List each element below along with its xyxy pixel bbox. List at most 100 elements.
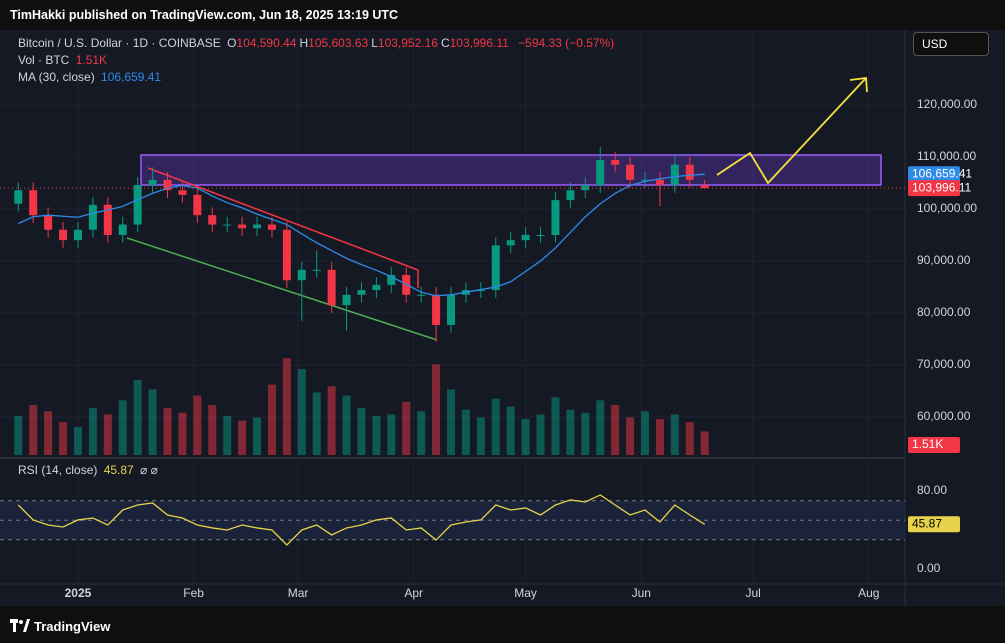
resistance-zone	[140, 154, 882, 186]
footer: TradingView	[0, 606, 1005, 643]
x-tick-label: Apr	[404, 586, 423, 600]
ma-legend: MA (30, close) 106,659.41	[18, 70, 164, 84]
candle-body	[447, 294, 456, 325]
marks: 60,000.00 70,000.00 80,000.00 90,000.00 100,…	[0, 97, 977, 600]
x-tick-label: Aug	[858, 586, 879, 600]
volume-bar	[551, 397, 560, 455]
candle-body	[297, 269, 306, 281]
volume-bar	[491, 398, 500, 455]
arrow-head	[849, 76, 868, 93]
symbol-legend: Bitcoin / U.S. Dollar · 1D · COINBASE O1…	[18, 36, 617, 50]
candle-body	[148, 179, 157, 186]
projection-arrow	[716, 77, 867, 185]
candle-body	[640, 179, 649, 181]
candle-body	[432, 294, 441, 325]
candle-body	[551, 200, 560, 235]
rsi-legend: RSI (14, close) 45.87 ⌀ ⌀	[18, 463, 161, 477]
volume-bar	[148, 389, 157, 455]
candle-body	[372, 284, 381, 291]
volume-bar	[521, 419, 530, 455]
x-tick-label: 2025	[65, 586, 92, 600]
candle-body	[506, 240, 515, 246]
rsi-value: 45.87	[103, 463, 134, 477]
volume-bar	[327, 386, 336, 455]
candle-body	[536, 234, 545, 236]
candle-body	[29, 190, 38, 216]
volume-bar	[267, 384, 276, 455]
price-tag: 103,996.11	[912, 180, 971, 194]
ohlc-label: H	[299, 36, 309, 50]
volume-bar	[44, 411, 53, 455]
underlay	[0, 30, 905, 584]
candle-body	[596, 160, 605, 186]
volume-bar	[103, 414, 112, 455]
volume-bar	[566, 409, 575, 455]
volume-title: Vol · BTC	[18, 53, 70, 67]
volume-bar	[118, 400, 127, 455]
candle-body	[73, 229, 82, 241]
candle-body	[223, 224, 232, 226]
candle-body	[163, 179, 172, 191]
volume-bar	[297, 369, 306, 455]
candle-body	[655, 179, 664, 186]
candle-body	[670, 164, 679, 186]
volume-bar	[133, 380, 142, 455]
candle-body	[103, 204, 112, 235]
ohlc-value: 105,603.63	[308, 36, 369, 50]
volume-bar	[29, 405, 38, 455]
rsi-line	[17, 494, 706, 546]
candle-body	[88, 204, 97, 230]
trendline-lower	[126, 237, 438, 341]
candle-body	[312, 269, 321, 271]
currency-button[interactable]: USD	[913, 32, 989, 56]
candle-body	[178, 190, 187, 195]
candle-body	[342, 294, 351, 306]
volume-tag-bg	[908, 437, 960, 453]
volume-bar	[536, 414, 545, 455]
volume-bar	[163, 408, 172, 455]
volume-bar	[655, 419, 664, 455]
volume-legend: Vol · BTC 1.51K	[18, 53, 110, 67]
change: −594.33 (−0.57%)	[518, 36, 615, 50]
volume-bar	[432, 364, 441, 455]
candle-body	[208, 215, 217, 225]
candle-body	[626, 164, 635, 180]
candle-body	[685, 164, 694, 180]
volume-bar	[342, 395, 351, 455]
footer-brand: TradingView	[34, 619, 111, 634]
volume-bar	[685, 422, 694, 455]
volume-value: 1.51K	[75, 53, 108, 67]
candle-body	[118, 224, 127, 235]
y-tick-label: 90,000.00	[917, 253, 971, 267]
candle-body	[476, 290, 485, 292]
candle-body	[417, 294, 426, 296]
x-tick-label: Mar	[288, 586, 309, 600]
candle-body	[566, 190, 575, 201]
volume-bar	[626, 417, 635, 455]
ma-tag: 106,659.41	[912, 166, 972, 180]
candle-body	[14, 190, 23, 204]
ma-value: 106,659.41	[101, 70, 162, 84]
candle-body	[357, 290, 366, 295]
candle-body	[267, 224, 276, 230]
volume-bar	[670, 414, 679, 455]
price-tag-bg	[908, 180, 960, 197]
y-tick-label: 110,000.00	[917, 149, 976, 163]
x-tick-label: May	[514, 586, 537, 600]
candle-body	[193, 194, 202, 216]
volume-bar	[59, 422, 68, 455]
y-tick-label: 60,000.00	[917, 409, 971, 423]
volume-bar	[700, 431, 709, 455]
volume-bar	[312, 392, 321, 455]
volume-bar	[640, 411, 649, 455]
candle-body	[387, 275, 396, 285]
ohlc: O104,590.44 H105,603.63 L103,952.16 C103,99…	[227, 36, 512, 50]
y-tick-label: 80,000.00	[917, 305, 971, 319]
symbol: Bitcoin / U.S. Dollar · 1D · COINBASE	[18, 36, 221, 50]
rsi-tick-label: 80.00	[917, 483, 947, 497]
candle-body	[282, 229, 291, 281]
volume-bar	[417, 411, 426, 455]
x-tick-label: Jul	[746, 586, 761, 600]
